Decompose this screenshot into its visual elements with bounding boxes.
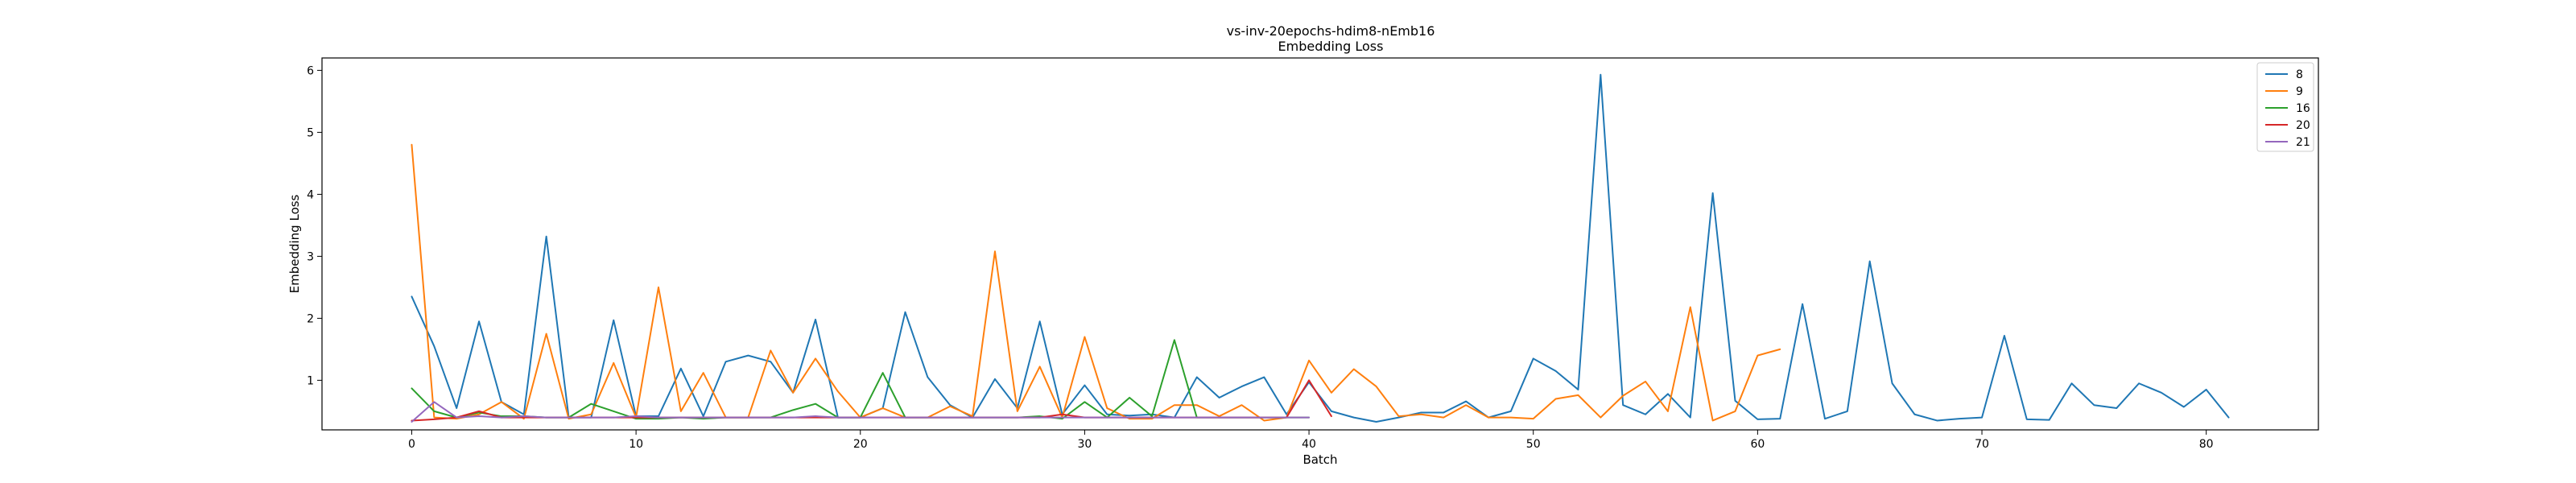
x-tick-label: 60 bbox=[1750, 438, 1765, 451]
y-axis-label: Embedding Loss bbox=[287, 194, 302, 293]
chart-title: vs-inv-20epochs-hdim8-nEmb16 bbox=[1227, 23, 1435, 39]
series-lines bbox=[411, 73, 2230, 423]
x-tick-label: 10 bbox=[629, 438, 643, 451]
legend-label-16: 16 bbox=[2296, 102, 2310, 115]
x-tick-label: 50 bbox=[1526, 438, 1541, 451]
x-tick-label: 30 bbox=[1078, 438, 1092, 451]
legend-label-8: 8 bbox=[2296, 68, 2303, 81]
x-tick-label: 80 bbox=[2199, 438, 2214, 451]
legend-label-21: 21 bbox=[2296, 136, 2310, 149]
x-axis: 0 10 20 30 40 50 60 70 80 bbox=[408, 430, 2214, 451]
y-axis: 1 2 3 4 5 6 bbox=[307, 64, 322, 387]
x-tick-label: 40 bbox=[1302, 438, 1316, 451]
x-tick-label: 0 bbox=[408, 438, 415, 451]
legend-label-20: 20 bbox=[2296, 119, 2310, 132]
axes-frame bbox=[321, 57, 2319, 431]
plot-area bbox=[321, 57, 2319, 431]
y-tick-label: 4 bbox=[307, 188, 314, 201]
series-line-21 bbox=[411, 401, 1311, 423]
x-axis-label: Batch bbox=[1302, 452, 1337, 467]
series-line-9 bbox=[411, 143, 1781, 422]
y-tick-label: 1 bbox=[307, 374, 314, 387]
x-tick-label: 20 bbox=[853, 438, 868, 451]
y-tick-label: 3 bbox=[307, 250, 314, 263]
y-tick-label: 2 bbox=[307, 312, 314, 325]
legend: 8 9 16 20 21 bbox=[2256, 62, 2314, 152]
chart-subtitle: Embedding Loss bbox=[1278, 39, 1384, 54]
y-tick-label: 5 bbox=[307, 126, 314, 139]
series-line-8 bbox=[411, 73, 2230, 423]
x-tick-label: 70 bbox=[1975, 438, 1989, 451]
y-tick-label: 6 bbox=[307, 64, 314, 77]
legend-label-9: 9 bbox=[2296, 85, 2303, 98]
